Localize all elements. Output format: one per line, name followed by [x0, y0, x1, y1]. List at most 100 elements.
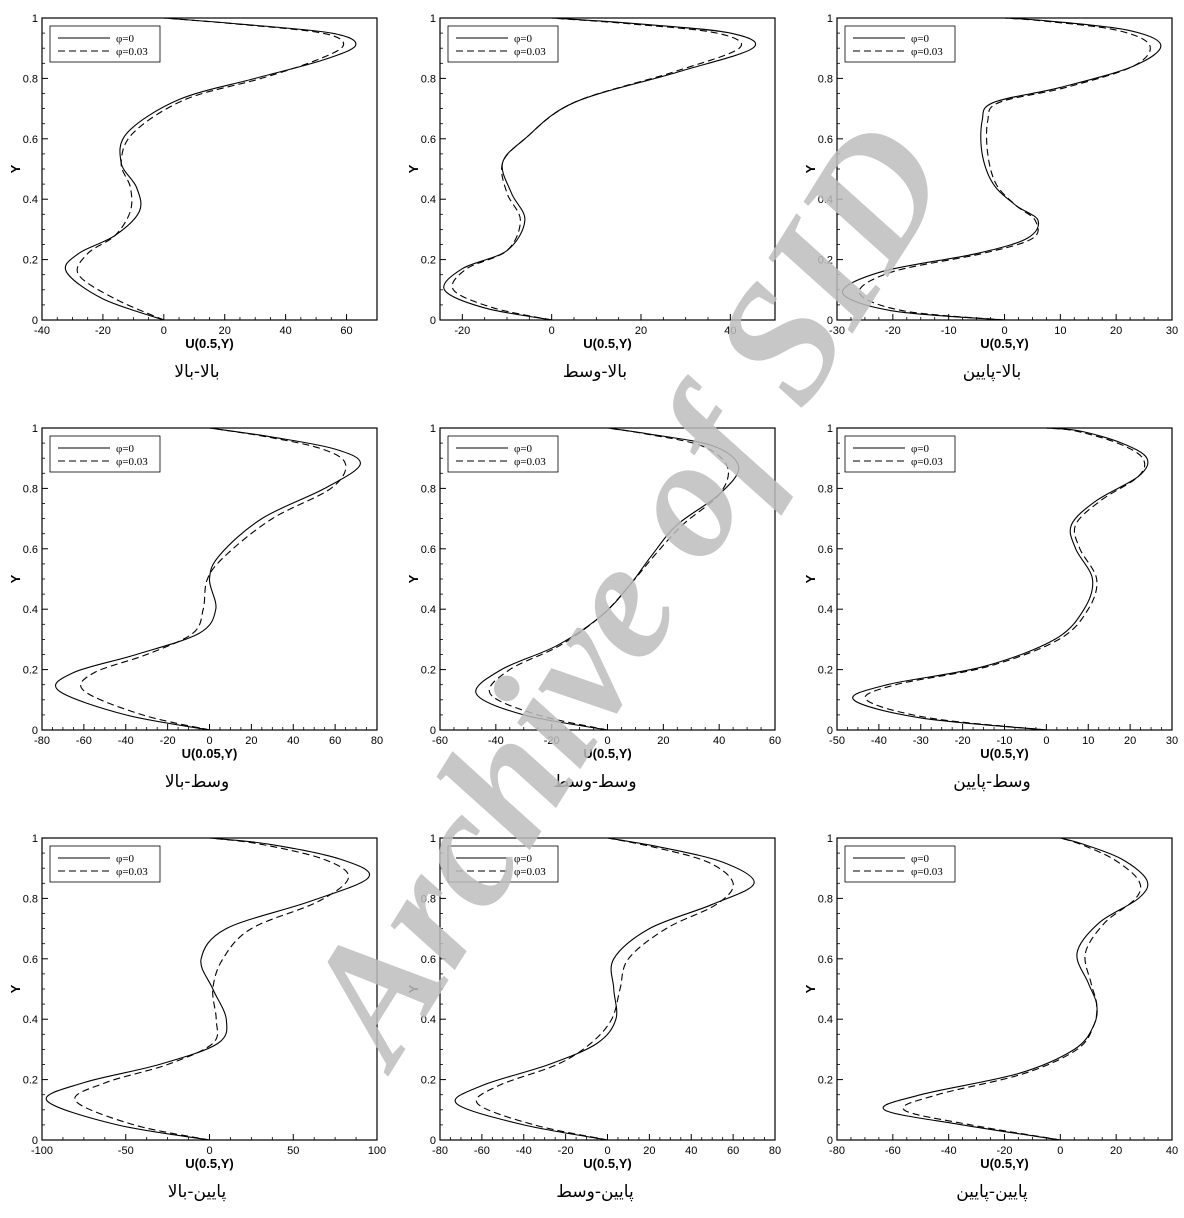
y-tick-label: 0.8: [818, 73, 833, 85]
panel-caption: بالا-وسط: [562, 362, 628, 382]
y-tick-label: 0.6: [818, 954, 833, 966]
y-tick-label: 1: [827, 833, 833, 845]
legend-box: [49, 25, 161, 63]
x-tick-label: -80: [34, 735, 50, 747]
x-tick-label: -40: [871, 735, 887, 747]
x-tick-label: -40: [941, 1145, 957, 1157]
x-tick-label: 100: [368, 1145, 386, 1157]
y-tick-label: 0.4: [818, 604, 833, 616]
series-line-phi003: [858, 17, 1151, 321]
x-tick-label: 40: [287, 735, 299, 747]
y-tick-label: 0.6: [23, 544, 38, 556]
chart-svg: 0 0.2 0.4 0.6 0.8 1 -80 -60 -40 -20 0 20 40 U(0.5,Y) Y…: [803, 833, 1178, 1171]
x-tick-label: 0: [206, 1145, 212, 1157]
plot-frame: [41, 17, 378, 321]
panel-caption: وسط-وسط: [553, 772, 637, 792]
y-tick-label: 0: [827, 315, 833, 327]
panel-caption: وسط-بالا: [164, 772, 230, 792]
chart-svg: 0 0.2 0.4 0.6 0.8 1 -100 -50 0 50 100 U(0.5,Y) Yφ=0φ…: [8, 833, 386, 1171]
panel-caption: بالا-پایین: [962, 362, 1022, 382]
series-line-phi0: [45, 837, 371, 1141]
x-tick-label: 40: [280, 325, 292, 337]
x-tick-label: 20: [1124, 735, 1136, 747]
y-axis-label: Y: [803, 984, 818, 993]
chart-panel: 0 0.2 0.4 0.6 0.8 1 -80 -60 -40 -20 0 20 40 U(0.5,Y) Y…: [795, 820, 1184, 1218]
legend-box: [49, 435, 161, 473]
x-tick-label: 40: [1166, 1145, 1178, 1157]
series-line-phi003: [902, 837, 1142, 1141]
plot-frame: [439, 17, 776, 321]
x-tick-label: -30: [913, 735, 929, 747]
chart-svg: 0 0.2 0.4 0.6 0.8 1 -80 -60 -40 -20 0 20 40 60 80 U(0.5…: [406, 833, 781, 1171]
y-tick-label: 0.2: [818, 665, 833, 677]
legend-label: φ=0.03: [116, 866, 148, 878]
x-tick-label: 0: [1057, 1145, 1063, 1157]
series-line-phi0: [64, 17, 357, 321]
x-tick-label: 40: [685, 1145, 697, 1157]
x-tick-label: -60: [474, 1145, 490, 1157]
chart-svg: 0 0.2 0.4 0.6 0.8 1 -40 -20 0 20 40 60 U(0.5,Y) Yφ=0φ…: [8, 13, 378, 351]
y-tick-label: 0.2: [23, 1075, 38, 1087]
x-tick-label: -10: [941, 325, 957, 337]
legend-label: φ=0: [911, 853, 930, 865]
legend-label: φ=0: [514, 853, 533, 865]
legend-label: φ=0.03: [514, 866, 546, 878]
series-line-phi0: [443, 17, 757, 321]
y-tick-label: 0.2: [23, 255, 38, 267]
y-tick-label: 0.6: [421, 954, 436, 966]
x-tick-label: 20: [657, 735, 669, 747]
y-tick-label: 1: [430, 423, 436, 435]
y-tick-label: 0.8: [421, 893, 436, 905]
chart-panel: 0 0.2 0.4 0.6 0.8 1 -80 -60 -40 -20 0 20 40 60 80 U(0.5…: [398, 820, 792, 1218]
panel-caption: بالا-بالا: [174, 362, 220, 382]
y-axis-label: Y: [8, 574, 23, 583]
x-tick-label: 20: [1110, 1145, 1122, 1157]
y-tick-label: 0: [827, 1135, 833, 1147]
y-tick-label: 0: [827, 725, 833, 737]
y-tick-label: 0.6: [23, 954, 38, 966]
x-axis-label: U(0.5,Y): [980, 746, 1028, 761]
y-tick-label: 0.2: [23, 665, 38, 677]
y-tick-label: 1: [430, 833, 436, 845]
x-tick-label: -60: [76, 735, 92, 747]
series-line-phi0: [852, 427, 1149, 731]
x-axis-label: U(0.5,Y): [980, 1156, 1028, 1171]
y-tick-label: 0.4: [818, 194, 833, 206]
legend-label: φ=0.03: [911, 456, 943, 468]
x-tick-label: 20: [1110, 325, 1122, 337]
x-axis-label: U(0.05,Y): [182, 746, 238, 761]
legend-label: φ=0: [514, 443, 533, 455]
chart-svg: 0 0.2 0.4 0.6 0.8 1 -80 -60 -40 -20 0 20 40 60 80 U(0.0…: [8, 423, 383, 761]
chart-svg: 0 0.2 0.4 0.6 0.8 1 -20 0 20 40 U(0.5,Y) Yφ=0φ=0.03: [406, 13, 776, 351]
y-tick-label: 0.6: [421, 134, 436, 146]
y-tick-label: 1: [430, 13, 436, 25]
x-tick-label: -40: [488, 735, 504, 747]
x-tick-label: 0: [1001, 325, 1007, 337]
panel-caption: پایین-بالا: [167, 1182, 227, 1202]
x-tick-label: -20: [95, 325, 111, 337]
y-tick-label: 0.6: [818, 544, 833, 556]
plot-frame: [836, 427, 1173, 731]
y-tick-label: 0: [430, 1135, 436, 1147]
legend-label: φ=0: [116, 853, 135, 865]
series-line-phi003: [451, 17, 742, 321]
chart-panel: 0 0.2 0.4 0.6 0.8 1 -50 -40 -30 -20 -10 0 10 20 30 U(0.…: [795, 410, 1184, 808]
x-axis-label: U(0.5,Y): [980, 336, 1028, 351]
x-tick-label: -20: [558, 1145, 574, 1157]
x-tick-label: -30: [829, 325, 845, 337]
x-tick-label: -50: [829, 735, 845, 747]
plot-frame: [439, 837, 776, 1141]
x-tick-label: -20: [454, 325, 470, 337]
panel-caption: پایین-پایین: [956, 1182, 1028, 1202]
x-tick-label: 80: [371, 735, 383, 747]
x-tick-label: -50: [118, 1145, 134, 1157]
legend-label: φ=0: [514, 33, 533, 45]
y-tick-label: 0.8: [23, 483, 38, 495]
x-tick-label: 0: [549, 325, 555, 337]
series-line-phi003: [80, 427, 347, 731]
x-tick-label: 60: [329, 735, 341, 747]
legend-label: φ=0.03: [911, 46, 943, 58]
